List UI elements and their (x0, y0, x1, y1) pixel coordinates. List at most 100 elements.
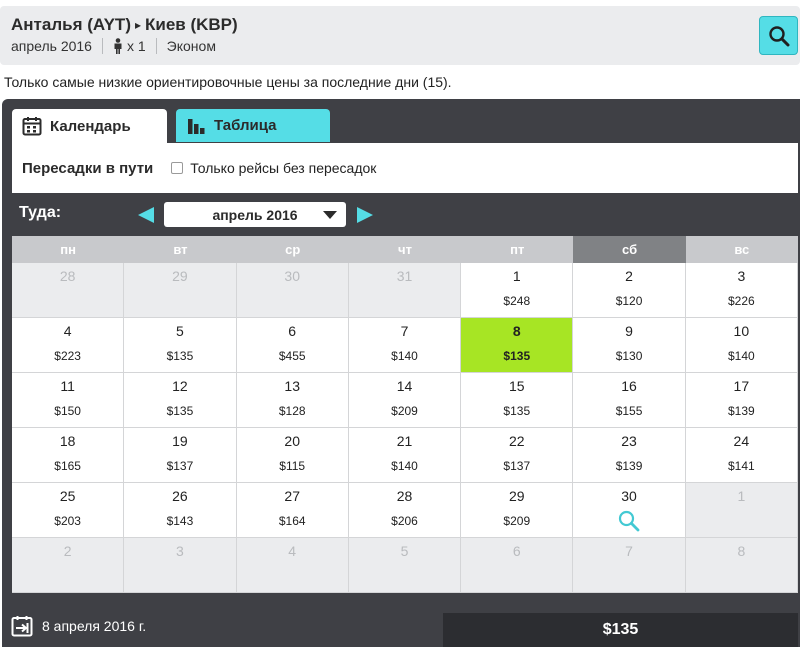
calendar-day: 7 (573, 538, 686, 593)
calendar-day[interactable]: 30 (573, 483, 686, 538)
calendar-day[interactable]: 16 $155 (573, 373, 686, 428)
day-number: 29 (508, 488, 525, 504)
search-icon (768, 25, 789, 46)
day-price: $140 (391, 349, 418, 363)
calendar-day[interactable]: 19 $137 (124, 428, 237, 483)
day-price: $248 (503, 294, 531, 308)
calendar-day[interactable]: 29 $209 (461, 483, 574, 538)
calendar-day[interactable]: 8 $135 (461, 318, 574, 373)
day-number: 17 (733, 378, 750, 394)
calendar-day[interactable]: 22 $137 (461, 428, 574, 483)
prev-month-arrow-icon[interactable] (138, 207, 154, 223)
calendar-day[interactable]: 15 $135 (461, 373, 574, 428)
calendar-day[interactable]: 7 $140 (348, 318, 462, 373)
calendar-day: 4 (236, 538, 349, 593)
tab-calendar[interactable]: Календарь (12, 109, 167, 143)
day-number: 13 (284, 378, 300, 394)
selected-date: 8 апреля 2016 г. (11, 615, 146, 637)
search-button[interactable] (759, 16, 798, 55)
passenger-count-text: x 1 (126, 38, 146, 54)
calendar-day[interactable]: 2 $120 (573, 263, 686, 318)
nonstop-checkbox[interactable] (171, 162, 184, 174)
day-price: $139 (727, 404, 755, 418)
price-notice: Только самые низкие ориентировочные цены… (4, 74, 452, 90)
tab-table[interactable]: Таблица (176, 109, 330, 142)
day-price: $143 (166, 514, 194, 528)
calendar-icon (22, 117, 42, 136)
calendar-day[interactable]: 13 $128 (236, 373, 349, 428)
calendar-day[interactable]: 27 $164 (236, 483, 349, 538)
meta-divider (101, 38, 103, 54)
month-select[interactable]: апрель 2016 (164, 202, 346, 227)
day-number: 14 (396, 378, 413, 394)
day-price: $135 (166, 404, 194, 418)
nonstop-label: Только рейсы без пересадок (190, 160, 377, 176)
calendar-day[interactable]: 23 $139 (573, 428, 686, 483)
calendar-day[interactable]: 14 $209 (348, 373, 462, 428)
calendar-day[interactable]: 4 $223 (12, 318, 125, 373)
day-number: 4 (63, 323, 72, 339)
calendar-day[interactable]: 11 $150 (12, 373, 125, 428)
search-summary: Анталья (AYT) ▸ Киев (KBP) апрель 2016 x 1… (0, 6, 800, 65)
day-number: 11 (60, 378, 75, 394)
calendar-day[interactable]: 3 $226 (685, 263, 798, 318)
calendar-grid: пн вт ср чт пт сб вс 28 29 30 31 1 $248 2 $120 3… (12, 236, 798, 593)
search-icon[interactable] (617, 509, 641, 533)
calendar-day[interactable]: 18 $165 (12, 428, 125, 483)
direction-label: Туда: (19, 204, 62, 221)
calendar-day[interactable]: 21 $140 (348, 428, 462, 483)
day-price: $141 (727, 459, 755, 473)
day-number: 30 (621, 488, 637, 504)
calendar-day[interactable]: 12 $135 (124, 373, 237, 428)
day-number: 27 (284, 488, 300, 504)
search-month: апрель 2016 (11, 38, 92, 54)
filter-title: Пересадки в пути (22, 159, 154, 177)
meta-divider (155, 38, 157, 54)
day-price: $150 (54, 404, 81, 418)
weekday-tue: вт (124, 236, 237, 263)
day-price: $135 (503, 349, 531, 363)
calendar-day[interactable]: 25 $203 (12, 483, 125, 538)
day-number: 24 (733, 433, 750, 449)
nonstop-filter[interactable]: Только рейсы без пересадок (171, 160, 376, 176)
day-number: 20 (284, 433, 300, 449)
calendar-day[interactable]: 1 $248 (461, 263, 574, 318)
person-icon (114, 38, 122, 54)
calendar-day[interactable]: 10 $140 (685, 318, 798, 373)
next-month-arrow-icon[interactable] (357, 207, 373, 223)
calendar-day: 1 (685, 483, 798, 538)
day-number: 25 (59, 488, 76, 504)
cabin-class: Эконом (166, 38, 216, 54)
day-number: 7 (625, 543, 633, 559)
calendar-day[interactable]: 6 $455 (236, 318, 349, 373)
day-number: 1 (737, 488, 746, 504)
day-number: 16 (621, 378, 637, 394)
route-title: Анталья (AYT) ▸ Киев (KBP) (11, 15, 238, 35)
calendar-day: 28 (12, 263, 125, 318)
day-price: $120 (615, 294, 643, 308)
calendar-day[interactable]: 5 $135 (124, 318, 237, 373)
day-price: $135 (503, 404, 531, 418)
calendar-day[interactable]: 24 $141 (685, 428, 798, 483)
day-number: 5 (400, 543, 409, 559)
calendar-panel: Календарь Таблица Пересадки в пути Тольк… (2, 99, 800, 647)
day-price: $155 (615, 404, 643, 418)
day-price: $128 (278, 404, 306, 418)
route-arrow-icon: ▸ (134, 18, 142, 32)
day-number: 8 (737, 543, 746, 559)
day-number: 10 (733, 323, 750, 339)
calendar-day[interactable]: 17 $139 (685, 373, 798, 428)
selected-date-text: 8 апреля 2016 г. (42, 618, 147, 634)
calendar-day[interactable]: 20 $115 (236, 428, 349, 483)
day-number: 19 (172, 433, 188, 449)
calendar-day: 3 (124, 538, 237, 593)
weekday-sun: вс (685, 236, 798, 263)
calendar-day[interactable]: 9 $130 (573, 318, 686, 373)
day-number: 29 (172, 268, 188, 284)
day-price: $140 (391, 459, 418, 473)
day-number: 31 (396, 268, 413, 284)
day-number: 18 (59, 433, 76, 449)
day-price: $206 (391, 514, 418, 528)
calendar-day[interactable]: 26 $143 (124, 483, 237, 538)
calendar-day[interactable]: 28 $206 (348, 483, 462, 538)
